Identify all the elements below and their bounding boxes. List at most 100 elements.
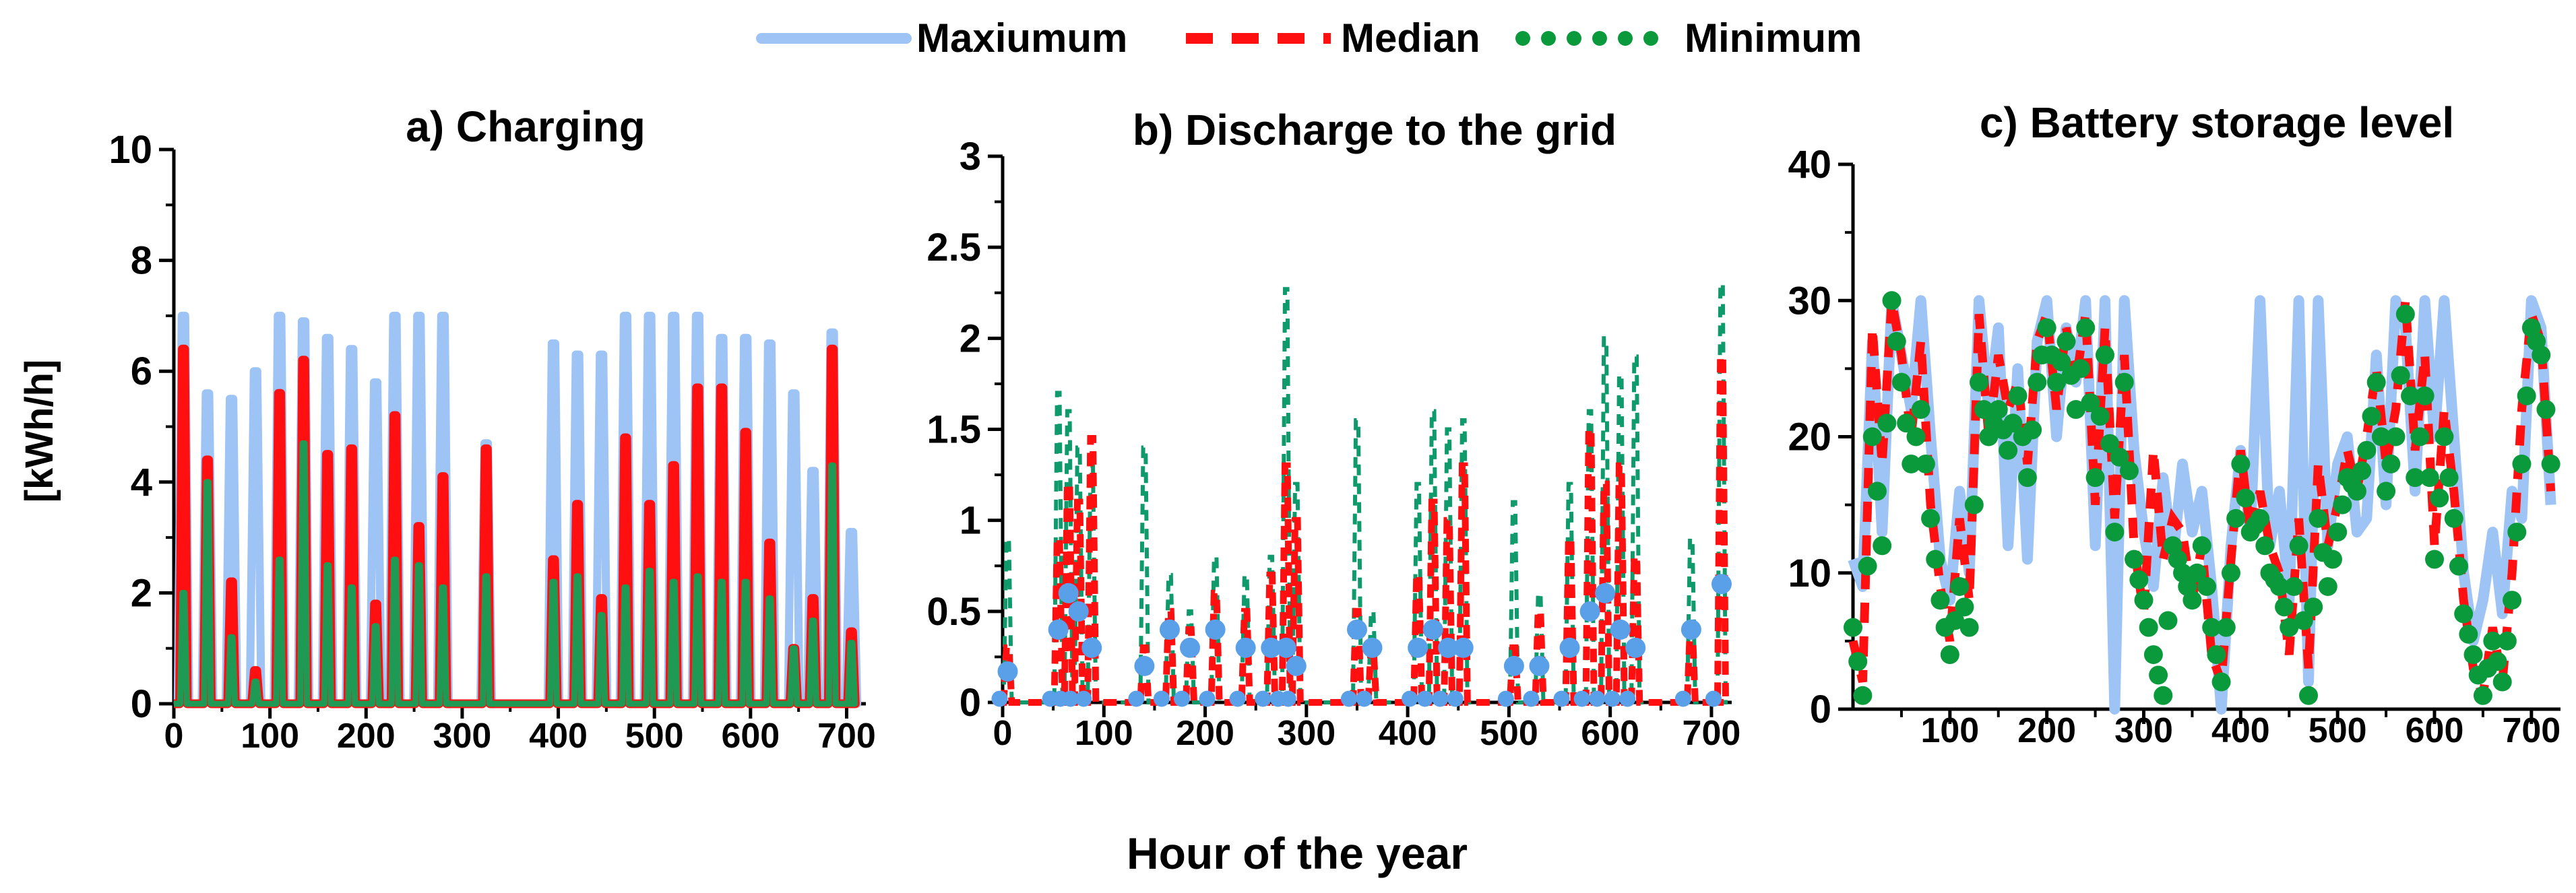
data-point-minimum — [1921, 508, 1941, 528]
y-tick-label: 0 — [1810, 688, 1831, 731]
series-line-median — [1000, 353, 1730, 706]
data-point-minimum — [2192, 536, 2211, 556]
data-point-minimum — [2003, 414, 2023, 433]
data-point-minimum — [2517, 386, 2536, 405]
panel-title: a) Charging — [406, 102, 646, 151]
data-point-minimum — [2492, 672, 2512, 692]
x-tick-label: 700 — [2502, 711, 2561, 750]
data-point-maximum — [1128, 690, 1145, 707]
y-tick-label: 10 — [1788, 552, 1831, 595]
data-point-minimum — [1853, 686, 1873, 705]
series-line-maximum — [1848, 295, 2556, 715]
data-point-minimum — [2454, 604, 2474, 624]
data-point-minimum — [2294, 611, 2313, 630]
panel-title: c) Battery storage level — [1980, 98, 2454, 147]
data-point-maximum — [1559, 637, 1580, 658]
data-point-minimum — [2275, 597, 2294, 617]
data-point-minimum — [2488, 652, 2507, 671]
data-point-minimum — [1945, 611, 1965, 630]
data-point-minimum — [2444, 508, 2463, 528]
legend-dot — [1567, 31, 1581, 46]
data-point-minimum — [2047, 372, 2067, 392]
data-point-minimum — [2449, 556, 2468, 576]
data-point-maximum — [1280, 690, 1296, 707]
data-point-minimum — [2532, 345, 2551, 365]
data-point-minimum — [2269, 576, 2289, 596]
data-point-maximum — [1680, 619, 1701, 640]
data-point-minimum — [2125, 550, 2144, 569]
data-point-maximum — [1180, 637, 1201, 658]
data-point-maximum — [1553, 690, 1570, 707]
x-tick-label: 300 — [1277, 714, 1336, 753]
data-point-maximum — [1068, 601, 1089, 622]
panel-c-battery: c) Battery storage level 0 10 20 30 40 100 200 3… — [1788, 98, 2561, 750]
y-axis-label: [kWh/h] — [18, 360, 61, 503]
data-point-maximum — [1286, 655, 1307, 676]
data-point-minimum — [2066, 400, 2085, 420]
data-point-minimum — [2085, 468, 2105, 488]
data-point-minimum — [2139, 618, 2158, 637]
x-tick-label: 600 — [1581, 714, 1639, 753]
data-point-minimum — [1911, 400, 1930, 420]
x-tick-label: 200 — [2017, 711, 2076, 750]
data-point-maximum — [1705, 690, 1722, 707]
data-point-minimum — [2434, 427, 2454, 447]
data-point-maximum — [1610, 619, 1631, 640]
y-tick-label: 40 — [1788, 143, 1831, 187]
y-tick-label: 6 — [131, 350, 152, 393]
data-point-minimum — [2439, 468, 2459, 488]
data-point-maximum — [997, 661, 1018, 682]
data-point-minimum — [2328, 523, 2348, 542]
data-point-minimum — [2143, 645, 2163, 665]
x-tick-label: 100 — [241, 717, 299, 756]
data-point-minimum — [2100, 434, 2120, 453]
data-point-maximum — [1625, 637, 1646, 658]
data-point-maximum — [1340, 690, 1357, 707]
x-tick-label: 500 — [2308, 711, 2367, 750]
data-point-minimum — [2158, 611, 2178, 630]
data-point-minimum — [2366, 372, 2386, 392]
data-point-minimum — [2420, 468, 2439, 488]
x-tick-label: 300 — [433, 717, 492, 756]
data-point-minimum — [2197, 576, 2216, 596]
data-point-minimum — [2236, 488, 2255, 508]
data-point-maximum — [1075, 690, 1092, 707]
data-point-minimum — [1873, 536, 1892, 556]
data-point-minimum — [2221, 563, 2240, 583]
data-point-maximum — [1048, 619, 1069, 640]
data-point-minimum — [2362, 407, 2381, 426]
data-point-minimum — [2473, 686, 2492, 705]
data-point-minimum — [2182, 591, 2202, 610]
data-point-minimum — [2483, 631, 2503, 651]
data-point-maximum — [991, 690, 1008, 707]
data-point-minimum — [2347, 482, 2366, 501]
data-point-minimum — [2017, 468, 2037, 488]
data-point-minimum — [2202, 618, 2222, 637]
data-point-minimum — [2410, 427, 2430, 447]
x-tick-label: 0 — [993, 714, 1013, 753]
y-tick-label: 3 — [960, 135, 981, 178]
data-point-minimum — [2304, 597, 2323, 617]
data-point-minimum — [2430, 488, 2449, 508]
data-point-maximum — [1497, 690, 1514, 707]
data-point-maximum — [1159, 619, 1180, 640]
data-point-maximum — [1062, 690, 1079, 707]
data-point-minimum — [2114, 372, 2134, 392]
y-tick-label: 4 — [131, 461, 152, 504]
data-point-maximum — [1081, 637, 1102, 658]
data-point-minimum — [2071, 359, 2091, 378]
x-axis-label: Hour of the year — [1127, 828, 1468, 878]
data-point-minimum — [2391, 366, 2410, 385]
data-point-maximum — [1422, 619, 1443, 640]
data-point-minimum — [2081, 393, 2100, 412]
data-point-maximum — [1432, 690, 1449, 707]
data-point-minimum — [1999, 440, 2018, 460]
data-point-minimum — [1891, 372, 1911, 392]
x-tick-label: 200 — [1176, 714, 1234, 753]
x-tick-label: 400 — [529, 717, 588, 756]
data-point-minimum — [1902, 454, 1921, 473]
data-point-maximum — [1573, 690, 1590, 707]
data-point-minimum — [1969, 372, 1988, 392]
data-point-maximum — [1173, 690, 1190, 707]
data-point-minimum — [1916, 454, 1935, 473]
